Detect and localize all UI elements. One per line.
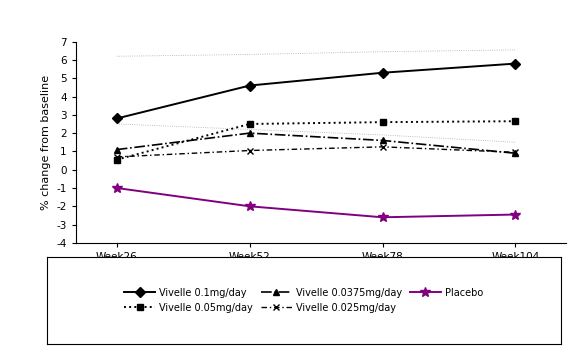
Vivelle 0.0375mg/day — [379, 138, 386, 143]
Placebo — [379, 215, 386, 219]
Vivelle 0.05mg/day — [246, 122, 253, 126]
Y-axis label: % change from baseline: % change from baseline — [41, 75, 51, 210]
Vivelle 0.1mg/day — [246, 84, 253, 88]
Legend: Vivelle 0.1mg/day, Vivelle 0.05mg/day, Vivelle 0.0375mg/day, Vivelle 0.025mg/day: Vivelle 0.1mg/day, Vivelle 0.05mg/day, V… — [120, 283, 488, 318]
X-axis label: Treatment duration: Treatment duration — [260, 268, 382, 278]
Line: Placebo: Placebo — [112, 183, 520, 222]
Line: Vivelle 0.025mg/day: Vivelle 0.025mg/day — [113, 143, 519, 160]
Vivelle 0.05mg/day — [379, 120, 386, 124]
Vivelle 0.025mg/day — [113, 155, 120, 159]
Placebo — [246, 204, 253, 209]
Vivelle 0.0375mg/day — [113, 147, 120, 152]
Placebo — [113, 186, 120, 190]
Placebo — [512, 212, 519, 217]
Line: Vivelle 0.05mg/day: Vivelle 0.05mg/day — [113, 118, 519, 163]
Vivelle 0.1mg/day — [379, 71, 386, 75]
Vivelle 0.1mg/day — [512, 61, 519, 66]
Vivelle 0.025mg/day — [246, 149, 253, 153]
Line: Vivelle 0.1mg/day: Vivelle 0.1mg/day — [113, 60, 519, 122]
Vivelle 0.025mg/day — [512, 150, 519, 154]
Vivelle 0.05mg/day — [113, 158, 120, 162]
Vivelle 0.025mg/day — [379, 145, 386, 149]
Vivelle 0.05mg/day — [512, 119, 519, 123]
Vivelle 0.0375mg/day — [512, 151, 519, 155]
Vivelle 0.1mg/day — [113, 116, 120, 120]
Vivelle 0.0375mg/day — [246, 131, 253, 135]
Line: Vivelle 0.0375mg/day: Vivelle 0.0375mg/day — [113, 130, 519, 157]
